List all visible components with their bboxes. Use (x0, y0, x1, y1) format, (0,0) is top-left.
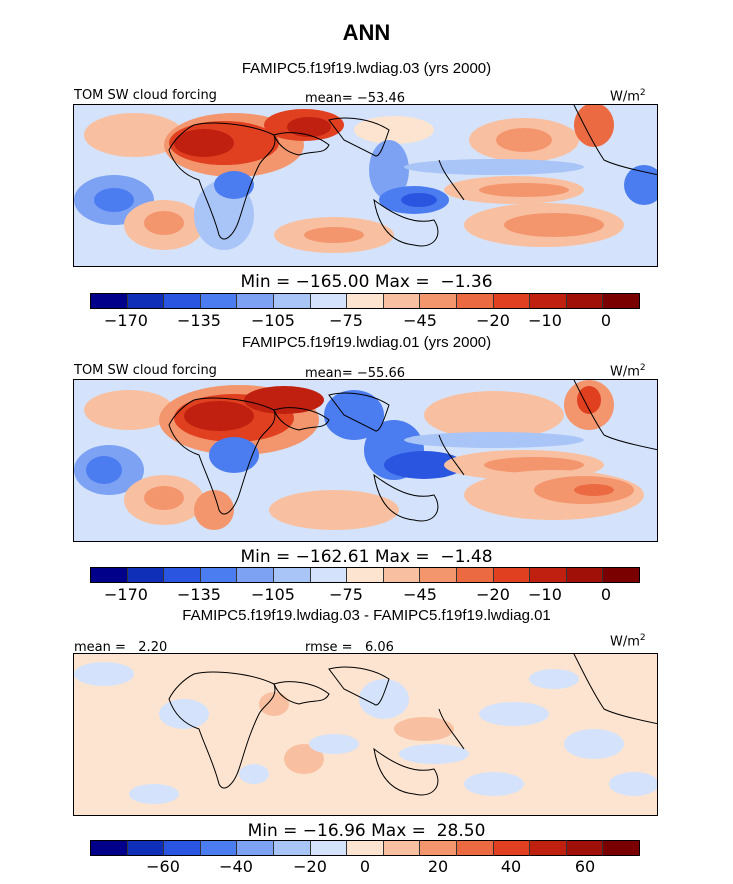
panel-3-tick-5: 20 (427, 857, 449, 876)
panel-2-unit-label: W/m2 (610, 363, 646, 380)
panel-1-map (73, 104, 658, 267)
panel-1-tick-8: 0 (600, 311, 612, 330)
panel-3-tick-6: 40 (500, 857, 522, 876)
panel-2-map-svg (74, 380, 657, 541)
panel-3-map-svg (74, 654, 657, 815)
panel-2-tick-7: −10 (528, 585, 562, 604)
panel-1-variable-label: TOM SW cloud forcing (74, 88, 217, 103)
panel-1-tick-4: −75 (329, 311, 363, 330)
panel-2-tick-1: −170 (104, 585, 148, 604)
panel-2-tick-3: −105 (251, 585, 295, 604)
panel-3-tick-7: 60 (574, 857, 596, 876)
panel-1-map-svg (74, 105, 657, 266)
panel-1-minmax: Min = −165.00 Max = −1.36 (240, 272, 493, 292)
panel-2-tick-5: −45 (403, 585, 437, 604)
panel-1-tick-6: −20 (476, 311, 510, 330)
panel-1-subtitle: FAMIPC5.f19f19.lwdiag.03 (yrs 2000) (241, 60, 492, 77)
panel-3-colorbar (90, 840, 640, 856)
panel-2-tick-8: 0 (600, 585, 612, 604)
panel-3-tick-3: −20 (293, 857, 327, 876)
panel-2-map (73, 379, 658, 542)
panel-3-tick-2: −40 (219, 857, 253, 876)
panel-1-tick-7: −10 (528, 311, 562, 330)
panel-2-subtitle: FAMIPC5.f19f19.lwdiag.01 (yrs 2000) (241, 334, 492, 351)
panel-3-tick-1: −60 (146, 857, 180, 876)
panel-1-colorbar (90, 293, 640, 309)
figure-title: ANN (342, 20, 391, 45)
panel-3-rmse-label: rmse = 6.06 (305, 640, 394, 655)
panel-3-unit-label: W/m2 (610, 633, 646, 650)
panel-2-colorbar (90, 567, 640, 583)
panel-2-mean-label: mean= −55.66 (305, 366, 406, 381)
panel-2-variable-label: TOM SW cloud forcing (74, 363, 217, 378)
panel-2-minmax: Min = −162.61 Max = −1.48 (240, 547, 493, 567)
panel-3-subtitle: FAMIPC5.f19f19.lwdiag.03 - FAMIPC5.f19f1… (182, 607, 551, 624)
panel-3-map (73, 653, 658, 816)
panel-1-mean-label: mean= −53.46 (305, 91, 406, 106)
panel-1-tick-1: −170 (104, 311, 148, 330)
panel-1-tick-5: −45 (403, 311, 437, 330)
panel-3-tick-4: 0 (359, 857, 371, 876)
panel-2-tick-6: −20 (476, 585, 510, 604)
panel-1-tick-2: −135 (177, 311, 221, 330)
panel-1-unit-label: W/m2 (610, 88, 646, 105)
panel-3-minmax: Min = −16.96 Max = 28.50 (247, 821, 486, 841)
panel-3-mean-label: mean = 2.20 (74, 640, 168, 655)
panel-2-tick-2: −135 (177, 585, 221, 604)
panel-1-tick-3: −105 (251, 311, 295, 330)
panel-2-tick-4: −75 (329, 585, 363, 604)
